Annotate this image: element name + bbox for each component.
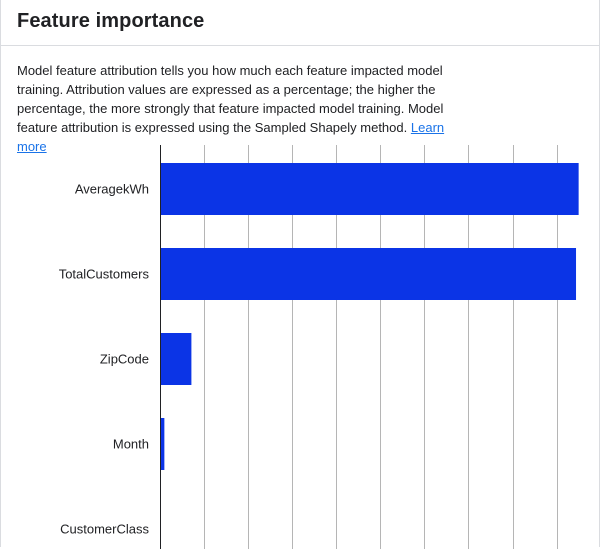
category-label: ZipCode: [100, 352, 149, 367]
panel-header: Feature importance: [0, 0, 600, 46]
bars: [160, 163, 579, 549]
bar-month: [160, 418, 165, 470]
panel-description: Model feature attribution tells you how …: [17, 61, 467, 156]
category-label: CustomerClass: [60, 522, 149, 537]
panel-title: Feature importance: [17, 10, 205, 32]
bar-zipcode: [160, 333, 192, 385]
category-label: AveragekWh: [75, 182, 149, 197]
category-label: Month: [113, 437, 149, 452]
bar-totalcustomers: [160, 248, 577, 300]
feature-importance-chart: AveragekWh TotalCustomers ZipCode Month Cust…: [59, 145, 579, 549]
learn-more-link[interactable]: Learn more: [17, 120, 445, 154]
category-labels: AveragekWh TotalCustomers ZipCode Month Cust…: [59, 182, 150, 537]
description-text: Model feature attribution tells you how …: [17, 63, 444, 135]
category-label: TotalCustomers: [59, 267, 150, 282]
bar-averagekwh: [160, 163, 579, 215]
